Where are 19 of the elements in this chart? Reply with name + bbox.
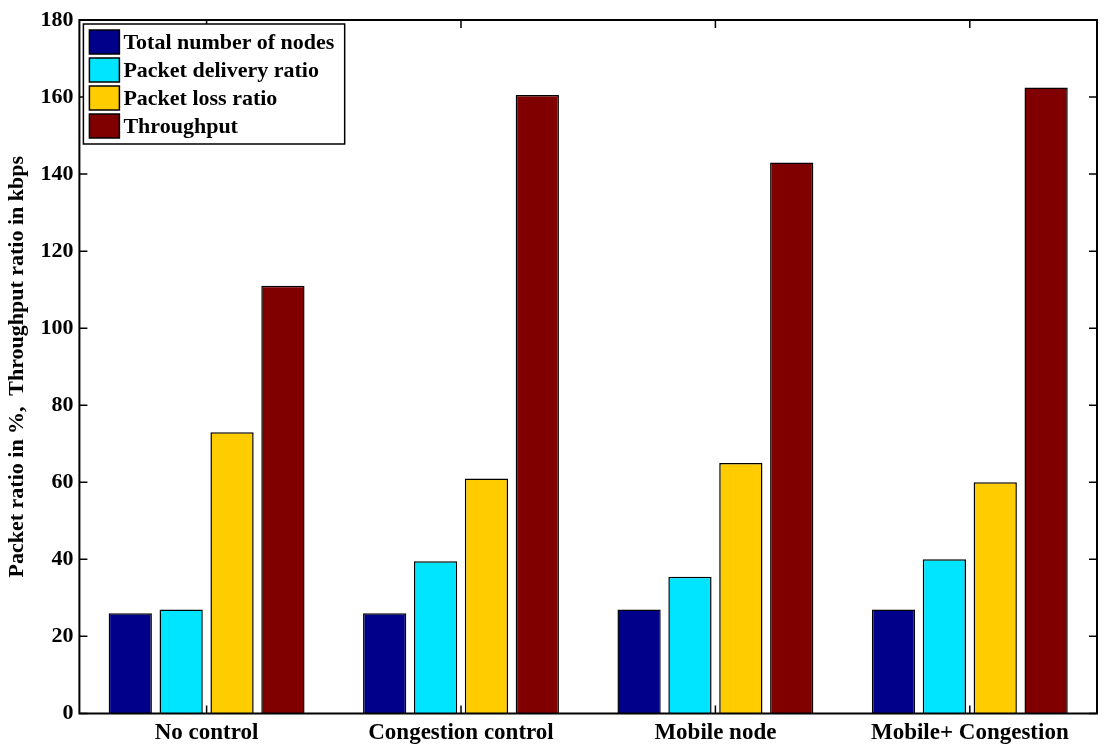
y-tick-label: 40 — [51, 545, 74, 570]
legend-label: Throughput — [123, 112, 239, 138]
y-axis-title: Packet ratio in %, Throughput ratio in kbps — [2, 155, 28, 578]
y-tick-label: 140 — [40, 159, 74, 185]
y-tick-label: 180 — [40, 5, 74, 31]
legend-label: Packet delivery ratio — [123, 56, 319, 82]
y-tick-label: 60 — [51, 467, 74, 493]
y-tick-label: 80 — [51, 390, 74, 416]
legend-label: Total number of nodes — [123, 28, 335, 54]
y-tick-label: 120 — [40, 236, 74, 262]
y-tick-label: 100 — [40, 313, 74, 339]
x-tick-label: No control — [154, 719, 259, 745]
x-tick-label: Mobile+ Congestion — [870, 719, 1069, 745]
x-tick-label: Mobile node — [654, 719, 777, 745]
y-tick-label: 160 — [40, 82, 74, 108]
x-tick-label: Congestion control — [368, 719, 554, 745]
y-tick-label: 0 — [62, 699, 74, 725]
y-tick-label: 20 — [51, 622, 74, 648]
legend-label: Packet loss ratio — [123, 84, 278, 110]
